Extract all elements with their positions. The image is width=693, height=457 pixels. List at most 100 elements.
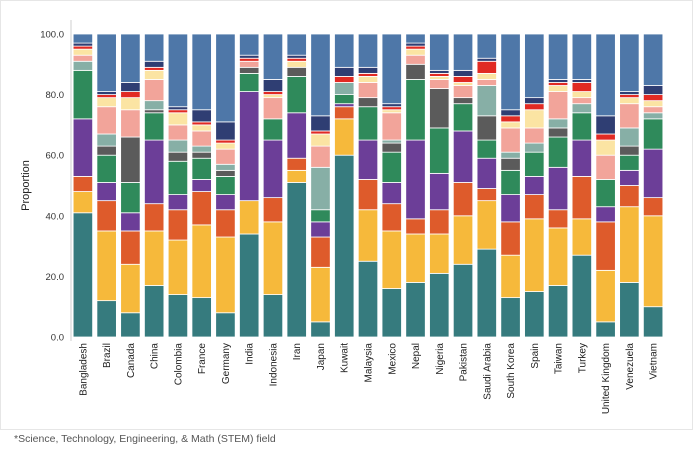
x-tick-label: Bangladesh xyxy=(78,343,89,396)
x-tick-label: India xyxy=(245,343,256,365)
bar-segment-gold xyxy=(96,230,117,302)
bar-segment-teal xyxy=(96,300,117,338)
bar-segment-salmon xyxy=(357,82,379,99)
bar-segment-light-yellow xyxy=(72,48,94,56)
bar-segment-teal xyxy=(215,312,236,338)
bar-segment-green xyxy=(500,169,521,195)
bar-segment-teal xyxy=(286,182,307,338)
bar-segment-steel-blue xyxy=(286,33,307,56)
x-tick-label: Germany xyxy=(221,343,232,384)
bar-segment-purple xyxy=(595,206,616,223)
bar-segment-navy xyxy=(571,79,592,83)
bar-segment-light-yellow xyxy=(476,72,497,80)
bar-segment-sage xyxy=(191,145,212,153)
bar-segment-navy xyxy=(286,54,307,59)
bar-segment-green xyxy=(334,94,355,105)
bar-segment-navy xyxy=(429,69,450,74)
bar-segment-sage xyxy=(619,127,640,147)
bar-segment-red xyxy=(429,72,450,77)
bar-segment-gold xyxy=(381,230,402,289)
bar-segment-teal xyxy=(357,260,379,338)
bar-segment-salmon xyxy=(500,127,521,153)
bar-segment-gold xyxy=(595,269,616,323)
bar-segment-navy xyxy=(310,115,331,132)
bar-segment-gold xyxy=(429,233,450,274)
bar-segment-steel-blue xyxy=(120,33,141,83)
bar-segment-orange-red xyxy=(619,185,640,208)
bar-segment-green xyxy=(524,151,545,177)
bar-segment-purple xyxy=(120,212,141,232)
bar-segment-gold xyxy=(239,200,260,235)
y-tick-label: 40.0 xyxy=(46,211,65,222)
x-tick-label: Nigeria xyxy=(435,343,446,375)
bar-segment-purple xyxy=(262,139,284,199)
bar-segment-green xyxy=(619,154,640,171)
bar-segment-light-yellow xyxy=(310,133,331,147)
bar-segment-purple xyxy=(571,139,592,177)
bar-segment-sage xyxy=(642,112,664,120)
bar-segment-light-yellow xyxy=(619,97,640,105)
bar-segment-navy xyxy=(144,60,165,68)
bar-segment-purple xyxy=(357,139,379,180)
bar-segment-gold xyxy=(476,200,497,250)
x-tick-label: Pakistan xyxy=(459,343,470,381)
bar-segment-purple xyxy=(144,139,165,205)
bar-segment-light-yellow xyxy=(452,82,474,86)
bar-segment-green xyxy=(452,103,474,132)
bar-segment-dark-gray xyxy=(381,142,402,153)
bar-segment-navy xyxy=(405,42,426,47)
bar-segment-green xyxy=(429,127,450,174)
x-tick-label: Canada xyxy=(126,343,137,378)
bar-segment-navy xyxy=(239,54,260,59)
bar-segment-purple xyxy=(524,176,545,195)
bar-segment-red xyxy=(381,106,402,111)
y-tick-label: 80.0 xyxy=(46,90,65,101)
bar-segment-light-yellow xyxy=(215,142,236,150)
bar-segment-green xyxy=(191,157,212,180)
bar-segment-navy xyxy=(619,91,640,95)
bar-segment-dark-gray xyxy=(476,115,497,141)
bar-segment-purple xyxy=(619,169,640,186)
bar-segment-red xyxy=(215,139,236,144)
bar-segment-dark-gray xyxy=(167,151,189,162)
bar-segment-gold xyxy=(215,236,236,314)
bar-segment-teal xyxy=(429,272,450,338)
bar-segment-orange-red xyxy=(167,209,189,241)
bar-segment-gold xyxy=(286,169,307,183)
bar-segment-teal xyxy=(239,233,260,338)
bar-segment-gold xyxy=(310,266,331,323)
bar-segment-navy xyxy=(500,109,521,117)
bar-segment-orange-red xyxy=(452,182,474,217)
bar-segment-salmon xyxy=(120,109,141,138)
bar-segment-gold xyxy=(547,227,569,286)
bar-segment-salmon xyxy=(191,130,212,147)
bar-segment-steel-blue xyxy=(215,33,236,123)
bar-segment-dark-gray xyxy=(215,169,236,177)
x-tick-label: United Kingdom xyxy=(601,343,612,414)
bar-segment-steel-blue xyxy=(429,33,450,71)
x-tick-label: Spain xyxy=(530,343,541,369)
bar-segment-navy xyxy=(547,79,569,83)
bar-segment-sage xyxy=(96,133,117,147)
bar-segment-green xyxy=(120,182,141,214)
bar-segment-gold xyxy=(72,191,94,214)
x-tick-label: Venezuela xyxy=(625,343,636,390)
bar-segment-navy xyxy=(191,109,212,123)
bar-segment-green xyxy=(167,160,189,195)
bar-segment-steel-blue xyxy=(144,33,165,62)
bar-segment-sage xyxy=(72,60,94,71)
bar-segment-red xyxy=(595,133,616,141)
bar-segment-steel-blue xyxy=(357,33,379,68)
bar-segment-orange-red xyxy=(571,176,592,220)
bar-segment-red xyxy=(310,130,331,135)
x-tick-label: Indonesia xyxy=(268,343,279,387)
bar-segment-teal xyxy=(571,254,592,338)
bar-segment-steel-blue xyxy=(595,33,616,117)
bar-segment-navy xyxy=(357,66,379,74)
stacked-bar-chart: 0.0 20.0 40.0 60.0 80.0 100.0 Proportion Bangla… xyxy=(20,20,664,414)
bar-segment-purple xyxy=(96,182,117,202)
bar-segment-teal xyxy=(595,321,616,338)
bar-segment-teal xyxy=(262,294,284,338)
bar-segment-purple xyxy=(405,139,426,220)
bar-segment-purple xyxy=(381,182,402,205)
